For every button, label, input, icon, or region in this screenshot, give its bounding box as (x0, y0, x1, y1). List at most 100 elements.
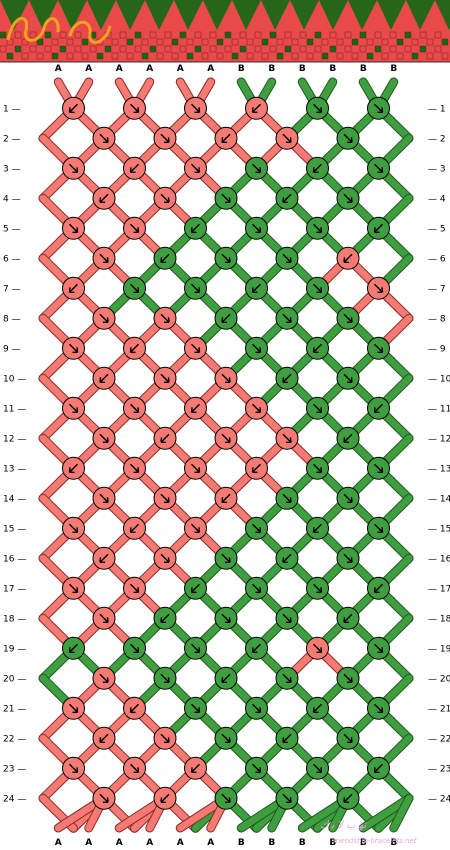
bottom-string-label: A (116, 838, 123, 848)
preview-cell (66, 38, 74, 46)
knot-arrow-icon (313, 103, 323, 113)
knot-arrow-icon (343, 493, 353, 503)
preview-cell (216, 52, 224, 60)
thread-segment (359, 794, 413, 832)
preview-cell (66, 52, 74, 60)
row-number-right: — 14 (428, 494, 450, 504)
preview-cell (381, 52, 389, 60)
knot-arrow-icon (191, 463, 201, 473)
knot-arrow-icon (313, 463, 323, 473)
row-number-left: 5 — (3, 224, 21, 234)
row-number-right: — 1 (428, 104, 446, 114)
bottom-string-label: A (177, 838, 184, 848)
preview-cell (126, 38, 134, 46)
preview-cell (404, 31, 412, 39)
row-number-right: — 13 (428, 464, 450, 474)
knot-arrow-icon (374, 283, 384, 293)
knot-arrow-icon (130, 223, 140, 233)
bottom-string-label: B (360, 838, 367, 848)
row-number-right: — 24 (428, 794, 450, 804)
knot-arrow-icon (374, 463, 384, 473)
row-number-left: 2 — (3, 134, 21, 144)
knot-arrow-icon (99, 313, 109, 323)
preview-cell (36, 52, 44, 60)
preview-cell (314, 45, 322, 53)
thread-segment (390, 794, 413, 832)
row-number-left: 12 — (3, 434, 26, 444)
knot-arrow-icon (99, 253, 109, 263)
knot-arrow-icon (313, 643, 323, 653)
knot-arrow-icon (374, 523, 384, 533)
knot-arrow-icon (190, 583, 200, 593)
knot-arrow-icon (343, 253, 353, 263)
bottom-string-label: A (85, 838, 92, 848)
row-number-left: 8 — (3, 314, 21, 324)
knot-arrow-icon (251, 463, 261, 473)
preview-cell (81, 52, 89, 60)
preview-cell (119, 45, 127, 53)
preview-cell (366, 38, 374, 46)
knot-arrow-icon (190, 223, 200, 233)
preview-cell (269, 31, 277, 39)
preview-cell (344, 31, 352, 39)
knot-arrow-icon (282, 493, 292, 503)
preview-cell (81, 38, 89, 46)
knot-arrow-icon (312, 703, 322, 713)
preview-cell (441, 52, 449, 60)
preview-cell (0, 45, 7, 53)
knot-arrow-icon (130, 763, 140, 773)
knot-arrow-icon (221, 613, 231, 623)
knot-arrow-icon (313, 403, 323, 413)
row-number-right: — 12 (428, 434, 450, 444)
bottom-string-label: A (146, 838, 153, 848)
row-number-right: — 18 (428, 614, 450, 624)
row-number-right: — 16 (428, 554, 450, 564)
row-number-left: 10 — (3, 374, 26, 384)
knot-arrow-icon (252, 223, 262, 233)
row-number-right: — 17 (428, 584, 450, 594)
knot-arrow-icon (343, 553, 353, 563)
watermark-glyphs: ﺗﮭ ﺏ ﻻ ﻳ ﻙ (320, 820, 367, 831)
knot-arrow-icon (374, 103, 384, 113)
top-string-label: A (55, 64, 62, 74)
row-labels: 1 — — 1 2 — — 2 3 — — 3 4 — — 4 5 — — 5 6 — — 6 7 — —… (3, 104, 450, 804)
knot-arrow-icon (129, 343, 139, 353)
knot-arrow-icon (69, 583, 79, 593)
preview-cell (216, 38, 224, 46)
preview-cell (36, 38, 44, 46)
preview-cell (194, 45, 202, 53)
preview-cell (29, 45, 37, 53)
bottom-string-label: A (55, 838, 62, 848)
preview-cell (134, 31, 142, 39)
row-number-left: 23 — (3, 764, 26, 774)
knot-arrow-icon (251, 103, 261, 113)
preview-cell (269, 45, 277, 53)
knot-arrow-icon (373, 763, 383, 773)
preview-cell (404, 45, 412, 53)
preview-cell (329, 31, 337, 39)
preview-cell (396, 52, 404, 60)
row-number-right: — 8 (428, 314, 446, 324)
preview-cell (299, 31, 307, 39)
preview-cell (359, 31, 367, 39)
preview-cell (171, 38, 179, 46)
knot-arrow-icon (160, 493, 170, 503)
row-number-left: 24 — (3, 794, 26, 804)
knot-arrow-icon (160, 553, 170, 563)
knot-grid[interactable] (62, 96, 390, 810)
preview-cell (6, 38, 14, 46)
knot-arrow-icon (130, 403, 140, 413)
knot-arrow-icon (99, 373, 109, 383)
preview-cell (224, 31, 232, 39)
preview-cell (389, 45, 397, 53)
knot-arrow-icon (99, 733, 109, 743)
row-number-left: 3 — (3, 164, 21, 174)
row-number-right: — 11 (428, 404, 450, 414)
knot-arrow-icon (190, 403, 200, 413)
preview-cell (201, 52, 209, 60)
preview-cell (374, 45, 382, 53)
knot-arrow-icon (343, 193, 353, 203)
knot-arrow-icon (374, 643, 384, 653)
knot-arrow-icon (69, 403, 79, 413)
